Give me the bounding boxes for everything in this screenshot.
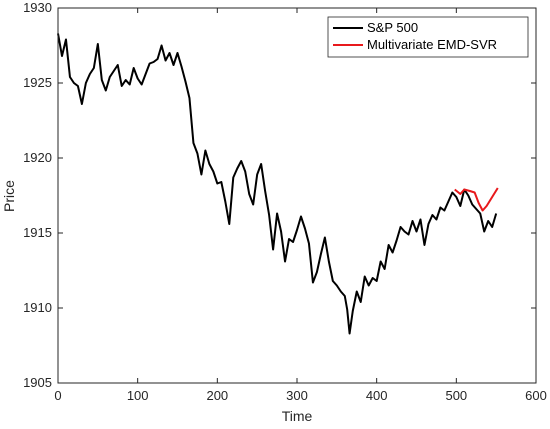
y-tick-label: 1920 xyxy=(23,150,52,165)
series-line-sp500 xyxy=(57,33,498,335)
x-tick-label: 100 xyxy=(127,388,149,403)
plot-frame xyxy=(57,7,537,384)
axis-ticks: 0 100 200 300 400 500 600 1905 1910 1915 1920 1925 1… xyxy=(23,0,547,403)
legend-label-sp500: S&P 500 xyxy=(367,20,418,35)
legend: S&P 500 Multivariate EMD-SVR xyxy=(327,16,529,58)
x-tick-label: 400 xyxy=(366,388,388,403)
series-lines xyxy=(57,33,499,335)
legend-box xyxy=(327,16,529,58)
y-tick-label: 1910 xyxy=(23,300,52,315)
x-tick-label: 0 xyxy=(54,388,61,403)
x-axis-label: Time xyxy=(282,408,313,424)
legend-label-emd-svr: Multivariate EMD-SVR xyxy=(367,37,497,52)
x-tick-label: 200 xyxy=(206,388,228,403)
y-tick-label: 1930 xyxy=(23,0,52,15)
y-tick-label: 1925 xyxy=(23,75,52,90)
x-tick-label: 500 xyxy=(445,388,467,403)
x-tick-label: 600 xyxy=(525,388,547,403)
y-axis-label: Price xyxy=(1,180,17,212)
y-tick-label: 1915 xyxy=(23,225,52,240)
x-tick-label: 300 xyxy=(286,388,308,403)
series-line-emd-svr xyxy=(454,187,499,212)
y-tick-label: 1905 xyxy=(23,375,52,390)
